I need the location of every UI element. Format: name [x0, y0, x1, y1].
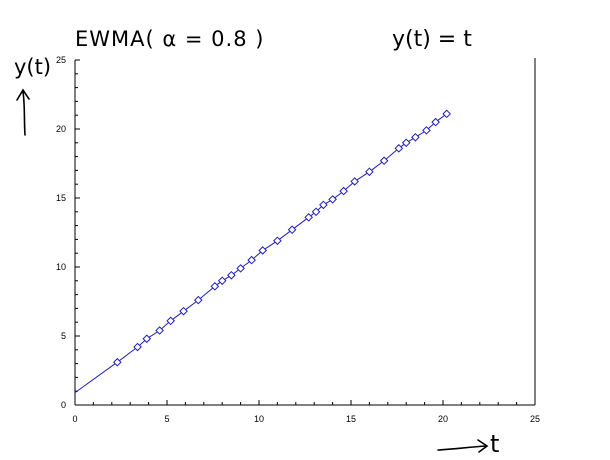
- x-tick-label: 0: [72, 414, 77, 424]
- data-point: [133, 342, 142, 352]
- data-point: [339, 186, 348, 196]
- x-axis-label: t: [490, 430, 499, 458]
- x-tick-label: 15: [346, 414, 356, 424]
- data-point: [287, 225, 297, 235]
- data-point: [401, 138, 411, 148]
- data-point: [258, 246, 267, 255]
- data-point: [431, 117, 440, 127]
- y-axis-label: y(t): [14, 55, 51, 79]
- data-point: [217, 276, 227, 286]
- series-line: [74, 113, 447, 394]
- data-point: [166, 316, 175, 326]
- y-tick-label: 15: [56, 193, 66, 203]
- x-axis-arrow-icon: [437, 439, 489, 453]
- data-point: [193, 295, 203, 305]
- y-tick-label: 10: [56, 262, 66, 272]
- y-tick-label: 0: [61, 400, 66, 410]
- data-point: [422, 126, 431, 135]
- data-point: [210, 282, 220, 291]
- chart-title-right: y(t) = t: [392, 27, 472, 52]
- data-point: [394, 144, 404, 153]
- x-tick-label: 10: [254, 414, 264, 424]
- data-point: [227, 270, 236, 280]
- data-point: [411, 132, 420, 142]
- data-point: [142, 334, 152, 344]
- data-point: [442, 109, 451, 119]
- y-tick-label: 20: [56, 124, 66, 134]
- x-tick-label: 5: [164, 414, 169, 424]
- series-layer: [74, 109, 451, 394]
- data-point: [304, 213, 313, 222]
- x-tick-label: 20: [438, 414, 448, 424]
- chart-title-left: EWMA( α = 0.8 ): [75, 27, 264, 51]
- x-tick-label: 25: [530, 414, 540, 424]
- data-point: [273, 236, 282, 246]
- data-point: [319, 200, 328, 210]
- data-point: [350, 177, 359, 186]
- data-point: [113, 357, 122, 367]
- data-point: [247, 255, 256, 265]
- data-point: [155, 326, 164, 335]
- data-point: [365, 167, 374, 177]
- data-point: [236, 264, 245, 273]
- data-point: [379, 156, 389, 166]
- data-point: [179, 306, 188, 316]
- y-tick-label: 5: [61, 331, 66, 341]
- data-point: [311, 207, 321, 217]
- axis-ticks: 0 5 10 15 20 25 0 5 10 15 20 25: [56, 55, 540, 424]
- y-axis-arrow-icon: [16, 88, 30, 136]
- data-point: [328, 195, 337, 204]
- y-tick-label: 25: [56, 55, 66, 65]
